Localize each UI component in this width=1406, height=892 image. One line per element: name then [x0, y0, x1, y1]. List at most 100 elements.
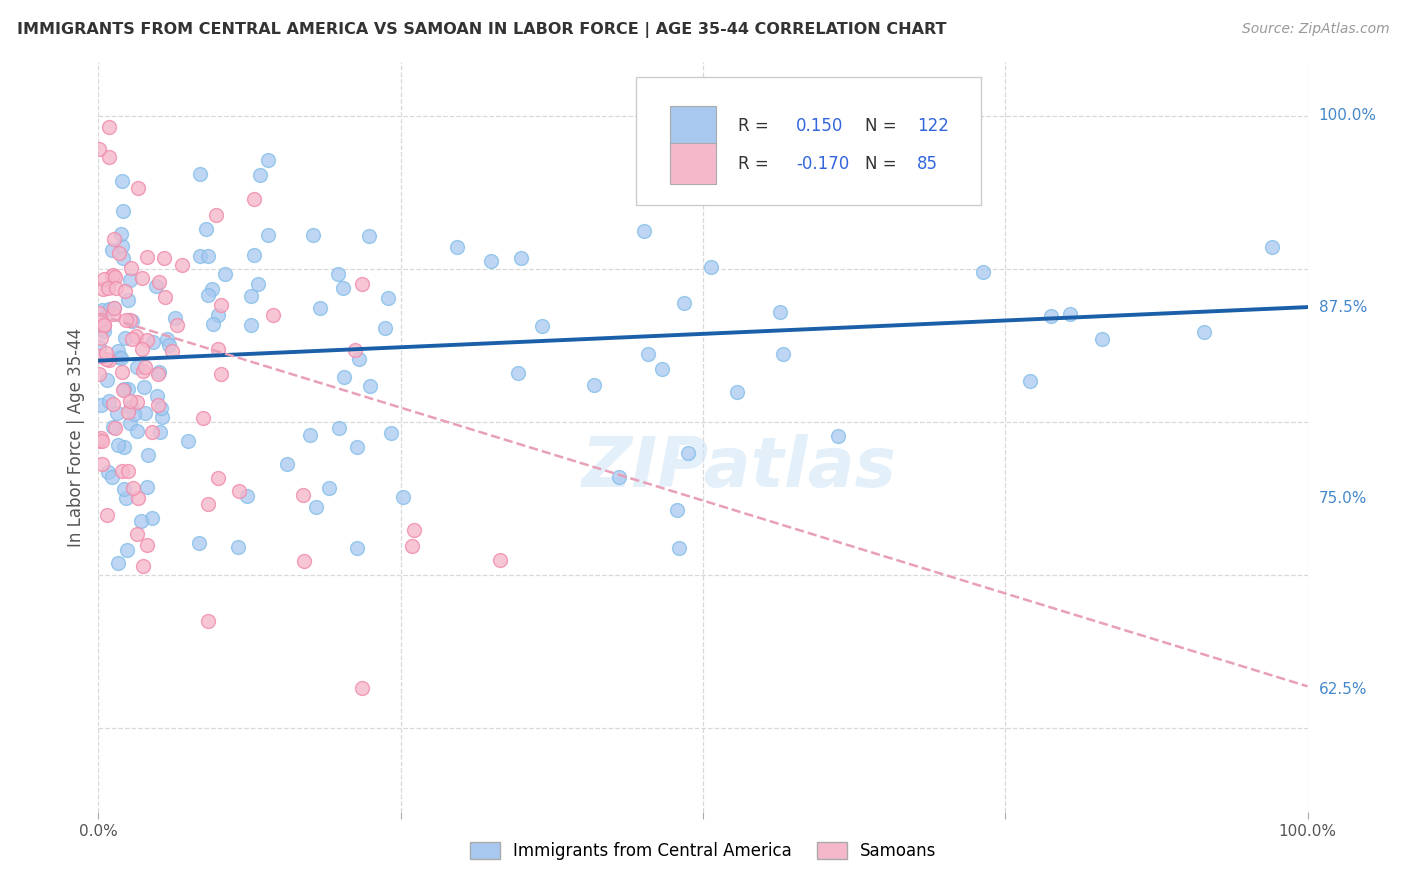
Point — [96, 508, 118, 522]
Point — [127, 359, 149, 374]
Point — [112, 482, 135, 496]
Point — [404, 523, 426, 537]
Point — [301, 228, 323, 243]
Point — [236, 490, 259, 504]
Point — [93, 272, 115, 286]
Point — [101, 268, 124, 283]
Point — [146, 398, 169, 412]
Point — [666, 503, 689, 517]
Point — [651, 361, 673, 376]
Point — [94, 352, 117, 367]
Point — [120, 260, 142, 275]
Point — [111, 251, 134, 265]
Point — [207, 308, 229, 322]
Point — [104, 269, 127, 284]
Point — [1059, 306, 1081, 320]
Point — [446, 240, 468, 254]
Point — [93, 324, 115, 338]
Bar — [671, 143, 716, 185]
Point — [228, 484, 250, 499]
Point — [346, 440, 368, 454]
Point — [107, 438, 129, 452]
Point — [149, 401, 172, 415]
Point — [100, 244, 122, 258]
Text: R =: R = — [738, 154, 775, 172]
Point — [105, 406, 128, 420]
Point — [97, 393, 120, 408]
Point — [90, 431, 112, 445]
Point — [118, 313, 141, 327]
Point — [141, 425, 163, 440]
Point — [111, 204, 134, 219]
Point — [114, 284, 136, 298]
Point — [309, 301, 332, 315]
Point — [146, 368, 169, 382]
Point — [346, 541, 368, 555]
Point — [112, 441, 135, 455]
Point — [115, 313, 138, 327]
Point — [160, 343, 183, 358]
Point — [326, 267, 349, 281]
Point — [157, 338, 180, 352]
Point — [401, 540, 423, 554]
Point — [141, 511, 163, 525]
Point — [195, 222, 218, 236]
Point — [243, 247, 266, 261]
Point — [111, 383, 134, 397]
Text: N =: N = — [865, 154, 901, 172]
Point — [90, 331, 112, 345]
Point — [377, 291, 399, 305]
Point — [333, 369, 356, 384]
Point — [214, 267, 236, 281]
Point — [152, 251, 174, 265]
Point — [1039, 309, 1062, 323]
Point — [136, 448, 159, 462]
Point — [132, 364, 155, 378]
Point — [108, 246, 131, 260]
Point — [114, 331, 136, 345]
Text: IMMIGRANTS FROM CENTRAL AMERICA VS SAMOAN IN LABOR FORCE | AGE 35-44 CORRELATION: IMMIGRANTS FROM CENTRAL AMERICA VS SAMOA… — [17, 22, 946, 38]
Point — [166, 318, 188, 332]
Point — [101, 307, 124, 321]
Point — [239, 318, 262, 333]
Point — [510, 251, 533, 265]
Point — [127, 491, 149, 505]
Point — [111, 239, 134, 253]
Point — [121, 314, 143, 328]
Point — [110, 227, 132, 242]
Point — [120, 400, 142, 414]
Point — [142, 334, 165, 349]
Point — [89, 368, 111, 382]
Point — [972, 265, 994, 279]
Point — [89, 349, 111, 363]
Point — [132, 380, 155, 394]
Point — [197, 614, 219, 628]
Point — [127, 425, 149, 439]
Point — [328, 421, 350, 435]
Point — [134, 406, 156, 420]
Point — [725, 384, 748, 399]
Point — [506, 366, 529, 380]
Point — [583, 377, 606, 392]
Point — [243, 192, 266, 206]
Point — [97, 465, 120, 479]
Text: 62.5%: 62.5% — [1319, 681, 1367, 697]
Point — [136, 538, 159, 552]
Point — [104, 420, 127, 434]
Point — [1019, 374, 1042, 388]
Point — [125, 328, 148, 343]
Point — [129, 514, 152, 528]
Point — [246, 277, 269, 292]
Point — [131, 558, 153, 573]
Text: N =: N = — [865, 117, 901, 135]
Point — [374, 321, 396, 335]
Point — [103, 301, 125, 316]
Point — [197, 497, 219, 511]
Point — [127, 526, 149, 541]
Text: R =: R = — [738, 117, 775, 135]
Point — [827, 429, 849, 443]
Point — [188, 249, 211, 263]
Point — [359, 229, 381, 244]
Text: 0.150: 0.150 — [796, 117, 844, 135]
Point — [90, 398, 112, 412]
